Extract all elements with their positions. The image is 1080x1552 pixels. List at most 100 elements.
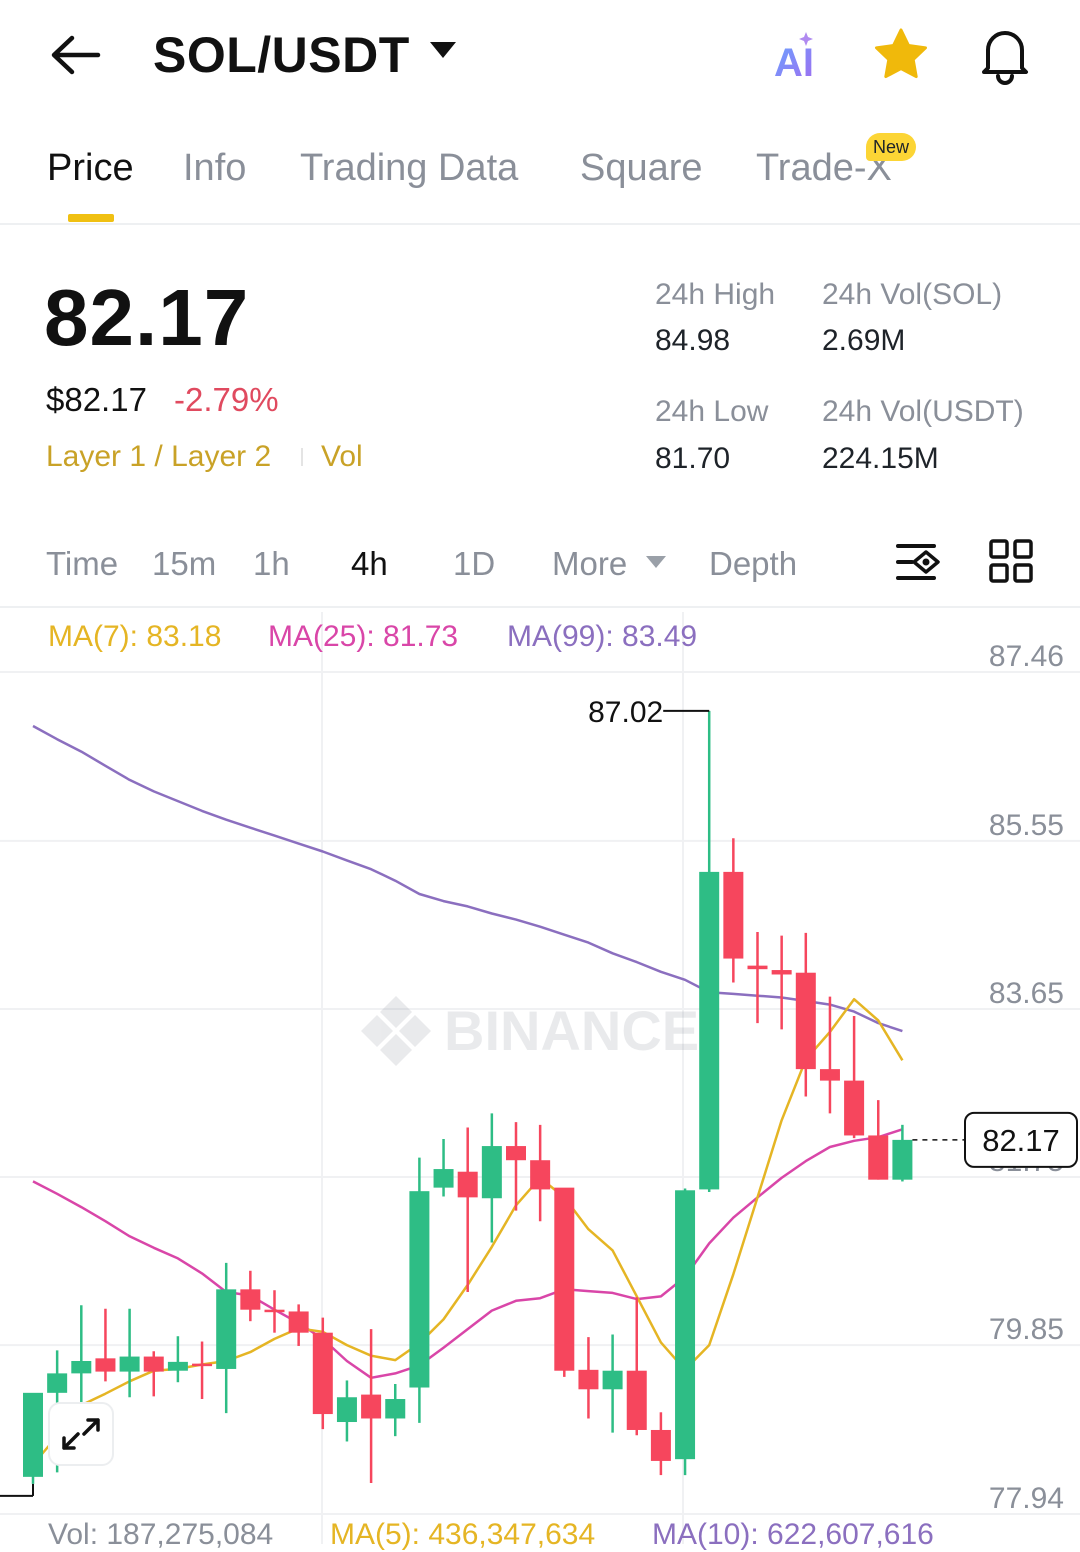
candle-body xyxy=(602,1370,623,1390)
candle-body xyxy=(240,1289,261,1310)
category-tag-vol[interactable]: Vol xyxy=(321,440,363,473)
interval-1d[interactable]: 1D xyxy=(453,545,496,582)
top-bar: SOL/USDT AI xyxy=(0,0,1080,115)
candle-down xyxy=(506,1122,526,1211)
stat-24h-low-value: 81.70 xyxy=(655,442,731,475)
expand-chart-button[interactable] xyxy=(48,1402,114,1466)
grid-layout-icon[interactable] xyxy=(988,538,1034,584)
star-icon[interactable] xyxy=(872,26,930,84)
candle-body xyxy=(216,1289,237,1369)
interval-15m[interactable]: 15m xyxy=(152,545,217,582)
candle-body xyxy=(95,1358,116,1372)
candle-up xyxy=(892,1124,913,1182)
caret-down-icon[interactable] xyxy=(430,42,456,58)
tab-price[interactable]: Price xyxy=(47,147,134,189)
svg-text:BINANCE: BINANCE xyxy=(444,999,699,1062)
candle-down xyxy=(554,1187,575,1377)
candle-body xyxy=(868,1135,889,1180)
candle-body xyxy=(312,1332,333,1415)
pair-title[interactable]: SOL/USDT xyxy=(153,27,410,83)
usd-price: $82.17 xyxy=(46,381,147,418)
bell-icon[interactable] xyxy=(976,24,1034,86)
ma99-line xyxy=(32,724,903,1033)
candle-body xyxy=(336,1397,357,1423)
stat-24h-vol-usdt-label: 24h Vol(USDT) xyxy=(822,395,1024,428)
back-arrow-icon[interactable] xyxy=(48,30,104,80)
candle-down xyxy=(288,1304,309,1346)
new-badge: New xyxy=(866,133,917,161)
ai-icon[interactable]: AI xyxy=(772,28,828,84)
candle-down xyxy=(312,1317,333,1430)
svg-text:AI: AI xyxy=(774,41,814,84)
stat-24h-vol-sol-value: 2.69M xyxy=(822,324,906,357)
divider xyxy=(0,223,1080,225)
candlestick-chart[interactable]: BINANCE 87.4685.5583.6581.7579.8577.9487… xyxy=(0,608,1080,1544)
candle-body xyxy=(530,1160,551,1190)
candle-body xyxy=(409,1191,430,1388)
candle-down xyxy=(95,1308,116,1382)
candle-down xyxy=(143,1351,164,1397)
candle-up xyxy=(481,1113,502,1243)
stat-24h-high-label: 24h High xyxy=(655,278,776,311)
candle-body xyxy=(578,1369,599,1390)
ma25-legend: MA(25): 81.73 xyxy=(268,620,459,653)
interval-4h[interactable]: 4h xyxy=(351,545,388,582)
candle-body xyxy=(23,1392,43,1477)
candle-down xyxy=(264,1290,285,1333)
tag-separator xyxy=(301,448,303,466)
volume-ma10-legend: MA(10): 622,607,616 xyxy=(652,1518,934,1551)
interval-time[interactable]: Time xyxy=(46,545,119,582)
price-change-percent: -2.79% xyxy=(174,381,279,418)
candle-body xyxy=(288,1311,309,1333)
candle-up xyxy=(336,1380,357,1442)
candle-up xyxy=(433,1138,454,1197)
candle-up xyxy=(216,1262,237,1414)
candle-body xyxy=(650,1429,671,1461)
candle-down xyxy=(457,1127,478,1293)
y-axis-tick-label: 85.55 xyxy=(989,809,1064,842)
candle-up xyxy=(675,1188,696,1476)
candle-down xyxy=(578,1337,599,1419)
candle-body xyxy=(481,1146,502,1199)
candle-up xyxy=(602,1334,623,1433)
candle-down xyxy=(361,1329,382,1484)
candle-body xyxy=(143,1356,164,1372)
volume-legend: Vol: 187,275,084 xyxy=(48,1518,274,1551)
candle-body xyxy=(506,1146,526,1161)
interval-1h[interactable]: 1h xyxy=(253,545,290,582)
candle-body xyxy=(819,1069,840,1081)
depth-tab[interactable]: Depth xyxy=(709,545,798,582)
candle-down xyxy=(868,1100,889,1180)
candle-body xyxy=(723,871,744,959)
indicator-settings-icon[interactable] xyxy=(894,540,942,584)
candle-body xyxy=(892,1139,913,1180)
candle-up xyxy=(385,1383,406,1437)
tab-info[interactable]: Info xyxy=(183,147,247,189)
ma7-legend: MA(7): 83.18 xyxy=(48,620,222,653)
candle-body xyxy=(119,1356,140,1372)
candle-down xyxy=(771,935,792,1030)
candle-down xyxy=(723,838,744,983)
candle-down xyxy=(192,1341,213,1400)
tab-trading-data[interactable]: Trading Data xyxy=(300,147,519,189)
stat-24h-low-label: 24h Low xyxy=(655,395,769,428)
candle-up xyxy=(699,710,720,1193)
candle-body xyxy=(71,1360,92,1374)
stat-24h-vol-usdt-value: 224.15M xyxy=(822,442,939,475)
caret-down-icon[interactable] xyxy=(646,556,666,568)
candle-down xyxy=(819,996,840,1114)
candle-body xyxy=(771,970,792,975)
candle-body xyxy=(554,1187,575,1371)
category-tag-layer[interactable]: Layer 1 / Layer 2 xyxy=(46,440,272,473)
candle-up xyxy=(409,1157,430,1423)
candle-down xyxy=(530,1124,551,1222)
current-price-box xyxy=(964,1111,1078,1168)
active-tab-indicator xyxy=(68,214,114,222)
tab-square[interactable]: Square xyxy=(580,147,703,189)
candle-body xyxy=(699,871,720,1190)
stat-24h-high-value: 84.98 xyxy=(655,324,731,357)
interval-more[interactable]: More xyxy=(552,545,628,582)
candle-body xyxy=(192,1363,213,1367)
ma99-legend: MA(99): 83.49 xyxy=(507,620,698,653)
current-price-label: 82.17 xyxy=(982,1123,1060,1158)
